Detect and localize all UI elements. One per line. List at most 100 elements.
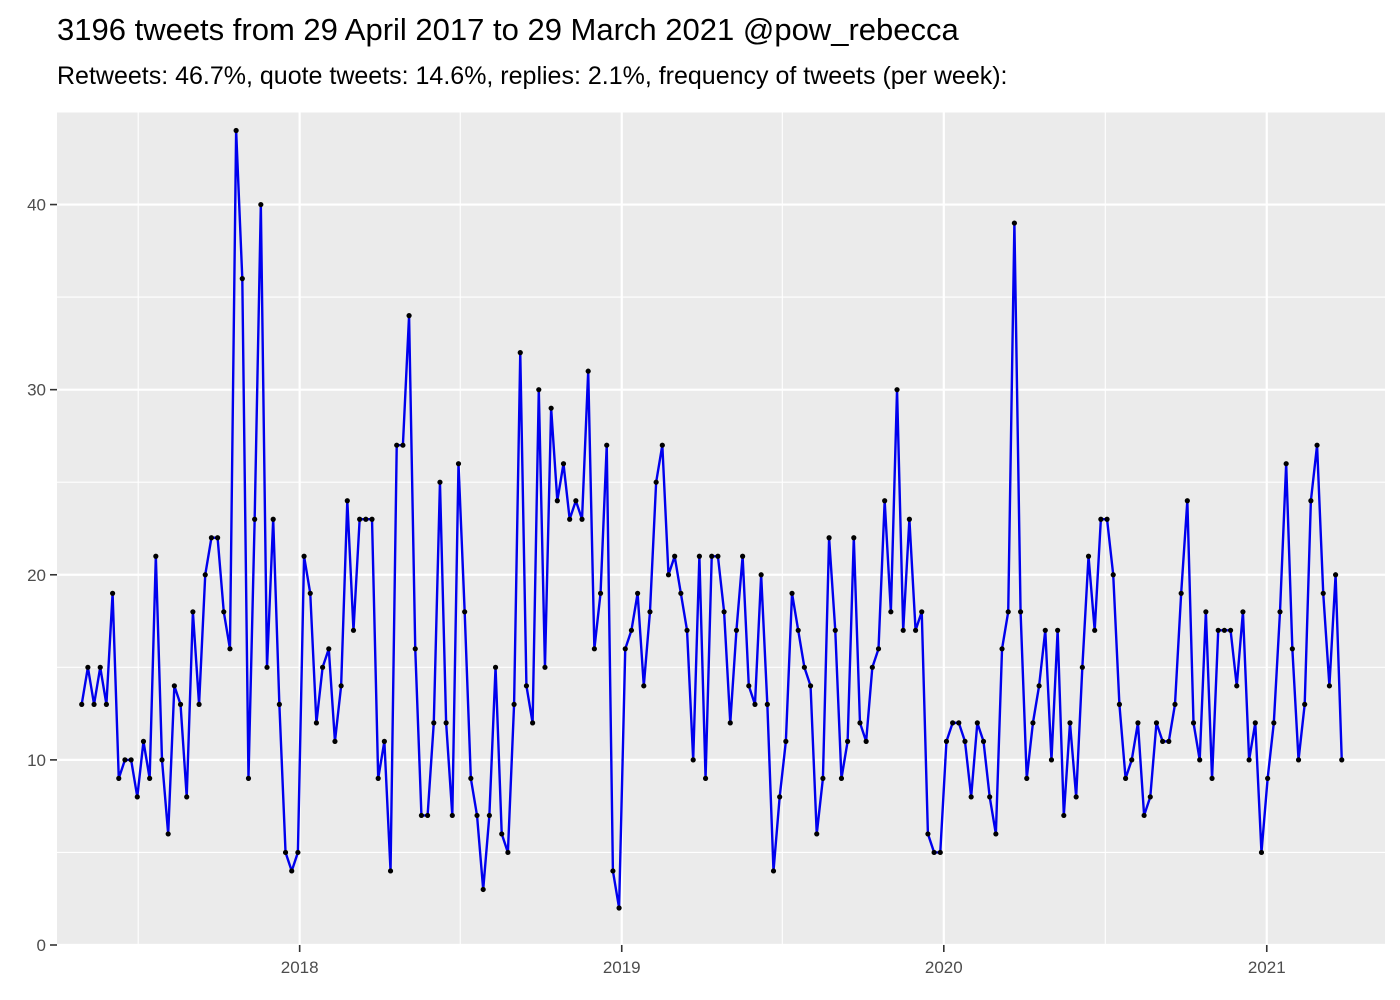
data-point [1085, 553, 1092, 559]
data-point [690, 757, 696, 763]
x-tick-label: 2021 [1248, 958, 1286, 977]
data-point [875, 646, 882, 652]
data-point [542, 664, 548, 670]
data-point [455, 461, 462, 467]
data-point [1122, 775, 1129, 782]
data-point [116, 775, 122, 782]
data-point [931, 849, 937, 856]
data-point [1116, 701, 1122, 707]
data-point [752, 701, 758, 707]
data-point [783, 738, 789, 744]
data-point [1246, 757, 1252, 763]
data-point [925, 831, 931, 837]
y-tick-label: 30 [27, 381, 46, 400]
data-point [1234, 683, 1240, 689]
data-point [1271, 720, 1277, 726]
data-point [517, 350, 523, 356]
data-point [357, 516, 363, 522]
data-point [758, 572, 764, 578]
data-point [1190, 720, 1197, 726]
data-point [536, 387, 542, 393]
data-point [987, 794, 993, 800]
data-point [252, 516, 258, 522]
data-point [777, 794, 783, 800]
x-tick-label: 2019 [603, 958, 641, 977]
data-point [610, 868, 616, 874]
data-point [1011, 220, 1018, 226]
data-point [968, 794, 974, 800]
data-point [869, 664, 875, 670]
data-point [851, 535, 857, 541]
data-point [1289, 646, 1295, 652]
data-point [999, 646, 1005, 652]
data-point [202, 572, 208, 578]
data-point [1048, 757, 1055, 763]
data-point [1098, 516, 1104, 522]
chart-subtitle: Retweets: 46.7%, quote tweets: 14.6%, re… [57, 62, 1008, 90]
data-point [523, 683, 530, 689]
data-point [1265, 775, 1271, 782]
data-point [1079, 664, 1085, 670]
data-point [678, 590, 684, 596]
data-point [227, 646, 233, 652]
data-point [641, 683, 647, 689]
chart-title: 3196 tweets from 29 April 2017 to 29 Mar… [57, 12, 959, 47]
data-point [85, 664, 91, 670]
data-point [912, 627, 919, 633]
data-point [838, 775, 845, 782]
data-point [1277, 609, 1283, 615]
data-point [1308, 498, 1314, 504]
data-point [499, 831, 505, 837]
data-point [1184, 498, 1190, 504]
data-point [1129, 757, 1135, 763]
plot-panel [57, 112, 1385, 945]
data-point [295, 849, 301, 856]
data-point [740, 553, 746, 559]
data-point [394, 442, 400, 448]
data-point [326, 646, 332, 652]
data-point [560, 461, 567, 467]
data-point [1153, 720, 1160, 726]
data-point [709, 553, 715, 559]
data-point [801, 664, 807, 670]
data-point [128, 757, 134, 763]
data-point [919, 609, 925, 615]
data-point [159, 757, 165, 763]
data-point [320, 664, 326, 670]
y-tick-label: 0 [37, 936, 46, 955]
data-point [628, 627, 635, 633]
data-point [548, 405, 554, 411]
data-point [425, 812, 431, 819]
y-axis: 0 10 20 30 40 [27, 196, 57, 955]
data-point [109, 590, 116, 596]
data-point [1258, 849, 1265, 856]
data-point [301, 553, 307, 559]
x-tick-label: 2018 [281, 958, 319, 977]
x-axis: 2018 2019 2020 2021 [281, 945, 1286, 977]
data-point [672, 553, 678, 559]
data-point [1104, 516, 1110, 522]
data-point [505, 849, 511, 856]
data-point [993, 831, 999, 837]
data-point [974, 720, 980, 726]
data-point [622, 646, 628, 652]
data-point [344, 498, 350, 504]
data-point [412, 646, 418, 652]
data-point [171, 683, 177, 689]
data-point [1036, 683, 1042, 689]
data-point [431, 720, 437, 726]
data-point [616, 905, 622, 911]
data-point [567, 516, 573, 522]
data-point [381, 738, 387, 744]
data-point [579, 516, 585, 522]
y-tick-label: 20 [27, 566, 46, 585]
data-point [443, 720, 449, 726]
data-point [462, 609, 468, 615]
data-point [1215, 627, 1221, 633]
data-point [1110, 572, 1116, 578]
data-point [659, 442, 665, 448]
data-point [795, 627, 801, 633]
data-point [177, 701, 184, 707]
data-point [437, 479, 443, 485]
